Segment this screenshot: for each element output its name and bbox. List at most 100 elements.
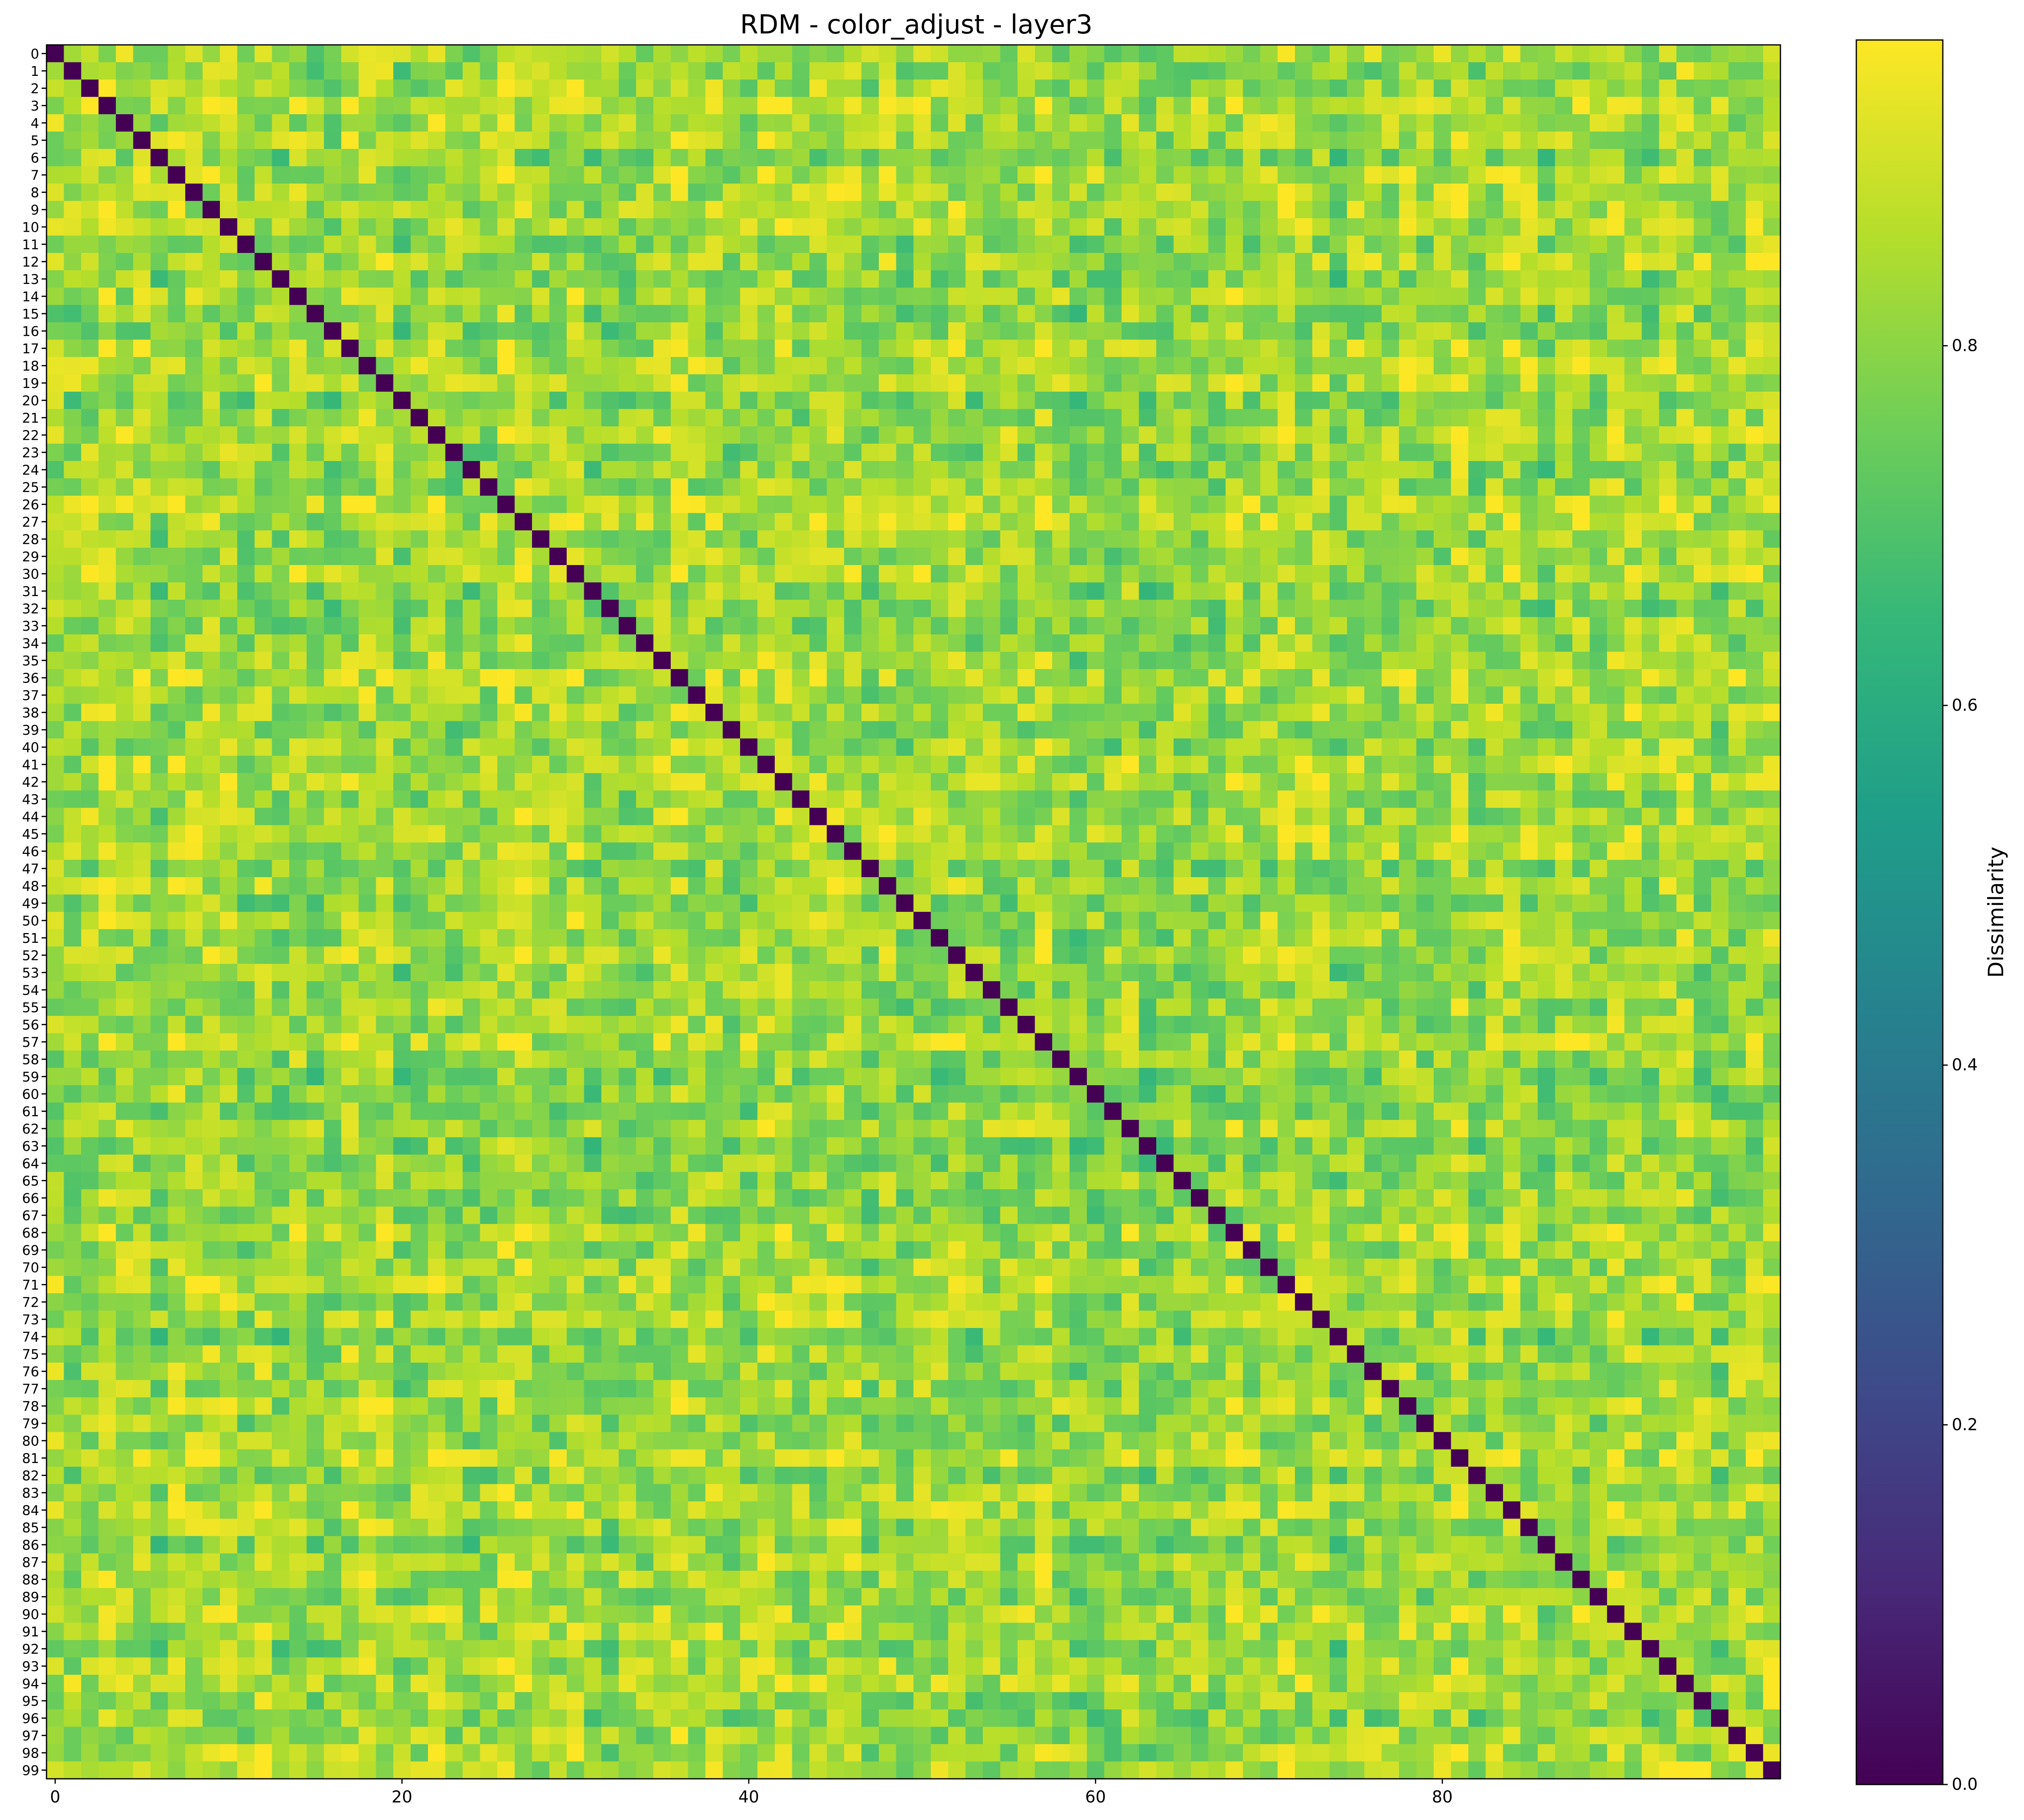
heatmap-cell — [81, 860, 99, 878]
heatmap-cell — [723, 97, 740, 115]
heatmap-cell — [653, 426, 671, 444]
heatmap-cell — [827, 45, 845, 63]
heatmap-cell — [1330, 201, 1348, 219]
heatmap-cell — [1694, 322, 1711, 340]
heatmap-cell — [1434, 322, 1452, 340]
heatmap-cell — [688, 790, 706, 808]
heatmap-cell — [1468, 756, 1486, 774]
heatmap-cell — [1589, 704, 1607, 722]
heatmap-cell — [896, 149, 914, 167]
heatmap-cell — [445, 443, 463, 461]
heatmap-cell — [185, 392, 203, 410]
heatmap-cell — [688, 426, 706, 444]
heatmap-cell — [1018, 600, 1035, 618]
heatmap-cell — [98, 756, 116, 774]
heatmap-cell — [324, 842, 342, 860]
heatmap-cell — [220, 721, 238, 739]
heatmap-cell — [879, 374, 897, 392]
heatmap-cell — [463, 704, 481, 722]
heatmap-cell — [567, 339, 585, 357]
heatmap-cell — [47, 808, 64, 826]
heatmap-cell — [792, 322, 810, 340]
heatmap-cell — [775, 634, 793, 652]
heatmap-cell — [359, 443, 377, 461]
heatmap-cell — [116, 45, 134, 63]
heatmap-cell — [1018, 530, 1035, 548]
heatmap-cell — [1555, 374, 1573, 392]
heatmap-cell — [1277, 253, 1295, 271]
heatmap-cell — [740, 305, 758, 323]
heatmap-cell — [1503, 322, 1521, 340]
heatmap-cell — [931, 877, 949, 895]
heatmap-cell — [1295, 652, 1313, 669]
heatmap-cell — [1173, 62, 1191, 80]
heatmap-cell — [393, 808, 411, 826]
heatmap-cell — [1173, 600, 1191, 618]
heatmap-cell — [1139, 582, 1157, 600]
heatmap-cell — [809, 877, 827, 895]
heatmap-cell — [98, 860, 116, 878]
heatmap-cell — [1139, 842, 1157, 860]
heatmap-cell — [1589, 652, 1607, 669]
heatmap-cell — [306, 426, 324, 444]
heatmap-cell — [1122, 860, 1139, 878]
heatmap-cell — [1485, 253, 1503, 271]
heatmap-cell — [376, 496, 394, 514]
heatmap-cell — [1746, 756, 1764, 774]
heatmap-cell — [549, 149, 567, 167]
heatmap-cell — [1018, 45, 1035, 63]
heatmap-cell — [168, 738, 186, 756]
heatmap-cell — [1451, 357, 1469, 375]
heatmap-cell — [1503, 808, 1521, 826]
heatmap-cell — [1139, 392, 1157, 410]
heatmap-cell — [965, 842, 983, 860]
heatmap-cell — [306, 496, 324, 514]
heatmap-cell — [1312, 392, 1330, 410]
heatmap-cell — [1191, 339, 1209, 357]
heatmap-cell — [1104, 184, 1122, 202]
heatmap-cell — [1538, 582, 1556, 600]
heatmap-cell — [671, 478, 689, 496]
heatmap-cell — [1381, 894, 1399, 912]
heatmap-cell — [1139, 652, 1157, 669]
heatmap-cell — [619, 184, 636, 202]
heatmap-cell — [827, 305, 845, 323]
heatmap-cell — [81, 235, 99, 253]
heatmap-cell — [1416, 825, 1434, 843]
heatmap-cell — [1728, 270, 1746, 288]
heatmap-cell — [1659, 288, 1677, 306]
heatmap-cell — [202, 114, 220, 132]
heatmap-cell — [445, 669, 463, 687]
heatmap-cell — [1226, 114, 1244, 132]
heatmap-cell — [1728, 617, 1746, 635]
heatmap-cell — [1607, 322, 1625, 340]
heatmap-cell — [636, 357, 654, 375]
heatmap-cell — [341, 426, 359, 444]
heatmap-cell — [740, 496, 758, 514]
heatmap-cell — [1399, 530, 1417, 548]
heatmap-cell — [1260, 877, 1278, 895]
heatmap-cell — [1069, 565, 1087, 583]
heatmap-cell — [549, 270, 567, 288]
heatmap-cell — [827, 80, 845, 98]
heatmap-cell — [1624, 201, 1642, 219]
heatmap-cell — [1538, 842, 1556, 860]
heatmap-cell — [324, 392, 342, 410]
heatmap-cell — [1763, 842, 1781, 860]
heatmap-cell — [1156, 790, 1174, 808]
heatmap-cell — [671, 357, 689, 375]
heatmap-cell — [1624, 478, 1642, 496]
heatmap-cell — [1468, 496, 1486, 514]
heatmap-cell — [844, 565, 862, 583]
heatmap-cell — [792, 45, 810, 63]
heatmap-cell — [133, 738, 151, 756]
heatmap-cell — [1555, 478, 1573, 496]
heatmap-cell — [1277, 45, 1295, 63]
heatmap-cell — [151, 235, 168, 253]
heatmap-cell — [1052, 184, 1070, 202]
heatmap-cell — [1589, 288, 1607, 306]
heatmap-cell — [98, 409, 116, 427]
heatmap-cell — [601, 496, 619, 514]
heatmap-cell — [341, 392, 359, 410]
heatmap-cell — [1416, 704, 1434, 722]
